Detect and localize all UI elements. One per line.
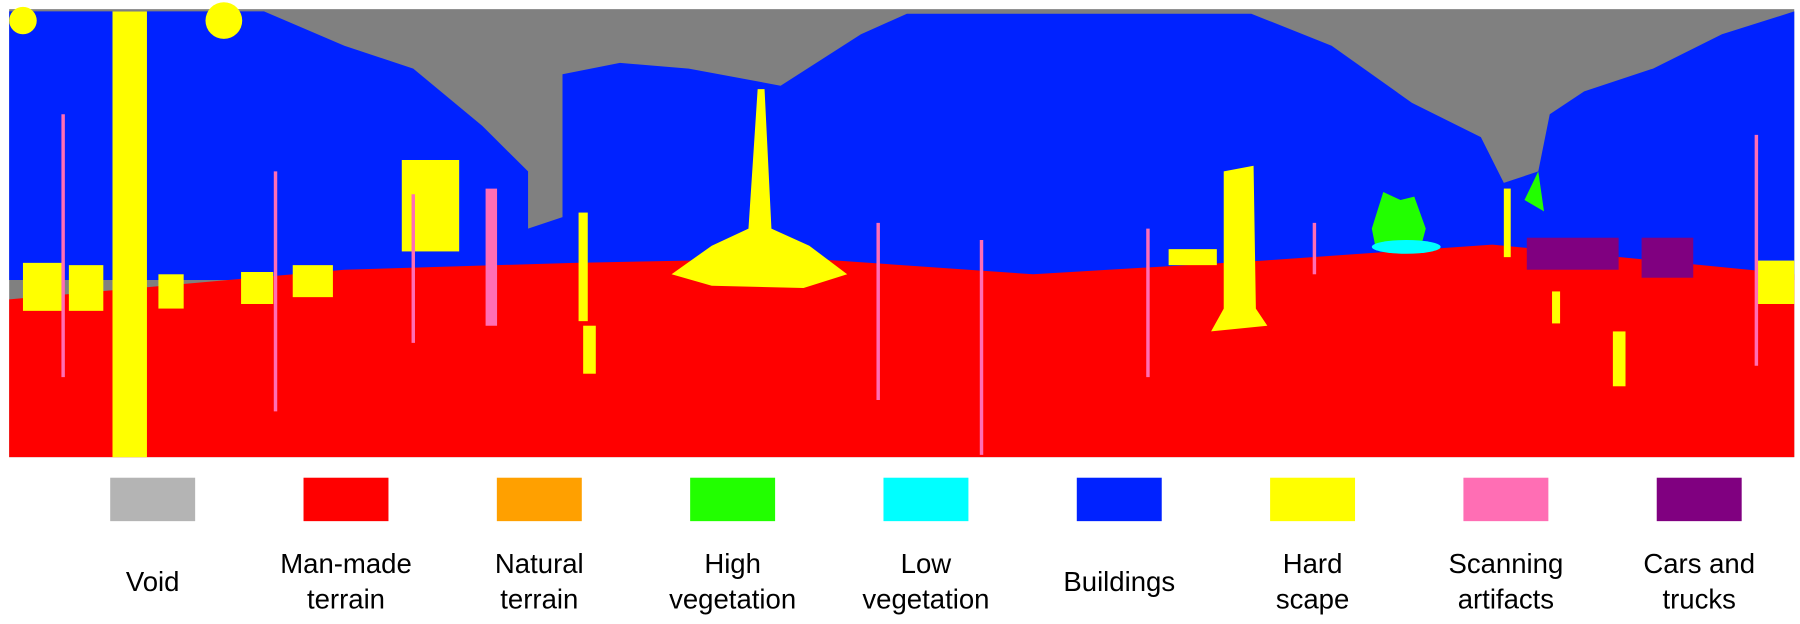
low-vegetation [1371,240,1441,254]
legend-label: terrain [307,583,385,614]
terrain-region [9,244,1795,458]
hard-scape [9,2,1795,458]
legend-label: Cars and [1643,548,1755,579]
legend-swatch [496,477,582,522]
legend-label: Low [901,548,952,579]
legend-label: Natural [495,548,584,579]
legend-swatch [1463,477,1549,522]
legend-label: Scanning [1448,548,1563,579]
scanning-artifacts [61,114,1759,455]
legend-label: terrain [500,583,578,614]
legend-swatch [303,477,389,522]
segmentation-image [9,2,1795,458]
legend: Void Man-made terrain Natural terrain High veg… [110,477,1755,614]
high-vegetation [1371,192,1426,246]
legend-label: scape [1276,583,1349,614]
cars [1526,237,1694,278]
legend-swatch [883,477,969,522]
high-vegetation [1524,171,1545,212]
legend-label: High [704,548,761,579]
legend-label: vegetation [669,583,796,614]
legend-swatch [690,477,776,522]
legend-label: Void [126,566,180,597]
legend-label: Hard [1283,548,1343,579]
legend-swatch [1270,477,1356,522]
legend-label: vegetation [862,583,989,614]
legend-label: Man-made [280,548,412,579]
legend-label: Buildings [1063,566,1175,597]
legend-swatch [110,477,196,522]
legend-label: trucks [1662,583,1735,614]
legend-swatch [1076,477,1162,522]
legend-label: artifacts [1458,583,1554,614]
legend-swatch [1656,477,1742,522]
